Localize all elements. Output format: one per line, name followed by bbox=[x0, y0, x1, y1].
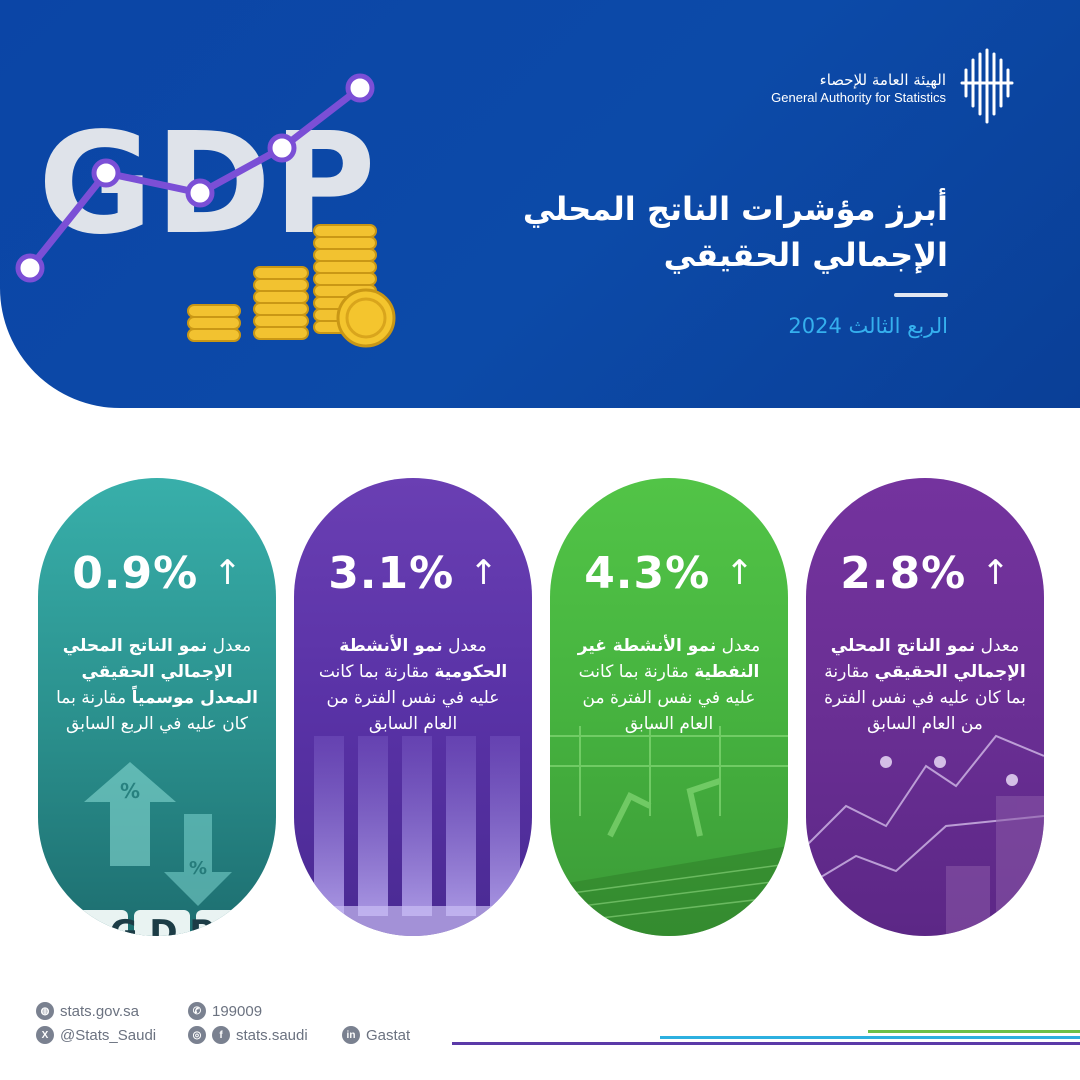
period-subtitle: الربع الثالث 2024 bbox=[788, 314, 948, 338]
header-banner: GDP bbox=[0, 0, 1080, 408]
svg-text:%: % bbox=[189, 858, 207, 879]
phone-link[interactable]: ✆ 199009 bbox=[188, 1002, 262, 1020]
stat-description: معدل نمو الناتج المحلي الإجمالي الحقيقي … bbox=[56, 636, 258, 734]
stat-description: معدل نمو الأنشطة غير النفطية مقارنة بما … bbox=[577, 636, 761, 734]
stat-value-row: 4.3% ↑ bbox=[550, 548, 788, 599]
stat-value: 2.8% bbox=[840, 548, 967, 599]
growth-line-icon bbox=[15, 73, 396, 348]
stat-value: 0.9% bbox=[72, 548, 199, 599]
page-title: أبرز مؤشرات الناتج المحلي الإجمالي الحقي… bbox=[522, 190, 948, 274]
twitter-link[interactable]: X @Stats_Saudi bbox=[36, 1026, 156, 1044]
card-non-oil-activities: 4.3% ↑ معدل نمو الأنشطة غير النفطية مقار… bbox=[550, 478, 788, 936]
website-link[interactable]: ◍ stats.gov.sa bbox=[36, 1002, 139, 1020]
factory-robots-icon bbox=[550, 726, 788, 936]
gastat-emblem-icon bbox=[960, 48, 1014, 124]
up-arrow-icon: ↑ bbox=[469, 553, 498, 593]
stat-value-row: 0.9% ↑ bbox=[38, 548, 276, 599]
stat-value: 3.1% bbox=[328, 548, 455, 599]
footer-accent-line-cyan bbox=[660, 1036, 1080, 1039]
globe-icon: ◍ bbox=[36, 1002, 54, 1020]
up-arrow-icon: ↑ bbox=[725, 553, 754, 593]
percent-arrows-icon: % % G D P bbox=[72, 762, 252, 936]
card-gdp-seasonally-adjusted: % % G D P 0.9% ↑ معدل نمو الناتج المحلي … bbox=[38, 478, 276, 936]
chart-coins-icon bbox=[806, 734, 1044, 936]
logo-arabic-text: الهيئة العامة للإحصاء bbox=[819, 70, 946, 89]
card-government-activities: 3.1% ↑ معدل نمو الأنشطة الحكومية مقارنة … bbox=[294, 478, 532, 936]
facebook-icon: f bbox=[212, 1026, 230, 1044]
instagram-icon: ◎ bbox=[188, 1026, 206, 1044]
stat-description: معدل نمو الأنشطة الحكومية مقارنة بما كان… bbox=[318, 636, 508, 734]
stat-value: 4.3% bbox=[584, 548, 711, 599]
up-arrow-icon: ↑ bbox=[213, 553, 242, 593]
instagram-facebook-link[interactable]: ◎ f stats.saudi bbox=[188, 1026, 308, 1044]
phone-icon: ✆ bbox=[188, 1002, 206, 1020]
columns-building-icon bbox=[294, 736, 532, 936]
stat-description: معدل نمو الناتج المحلي الإجمالي الحقيقي … bbox=[824, 636, 1026, 734]
x-twitter-icon: X bbox=[36, 1026, 54, 1044]
svg-text:G D P: G D P bbox=[110, 913, 215, 936]
up-arrow-icon: ↑ bbox=[981, 553, 1010, 593]
svg-text:%: % bbox=[120, 779, 140, 803]
footer-accent-line-purple bbox=[452, 1042, 1080, 1045]
stat-value-row: 2.8% ↑ bbox=[806, 548, 1044, 599]
logo-english-text: General Authority for Statistics bbox=[771, 89, 946, 105]
linkedin-icon: in bbox=[342, 1026, 360, 1044]
card-real-gdp-growth: 2.8% ↑ معدل نمو الناتج المحلي الإجمالي ا… bbox=[806, 478, 1044, 936]
coin-stacks-icon bbox=[187, 224, 396, 348]
footer-accent-line-green bbox=[868, 1030, 1080, 1033]
title-divider bbox=[894, 293, 948, 297]
stat-value-row: 3.1% ↑ bbox=[294, 548, 532, 599]
gdp-illustration: GDP bbox=[0, 55, 420, 355]
linkedin-link[interactable]: in Gastat bbox=[342, 1026, 410, 1044]
gastat-logo: الهيئة العامة للإحصاء General Authority … bbox=[771, 48, 1014, 128]
